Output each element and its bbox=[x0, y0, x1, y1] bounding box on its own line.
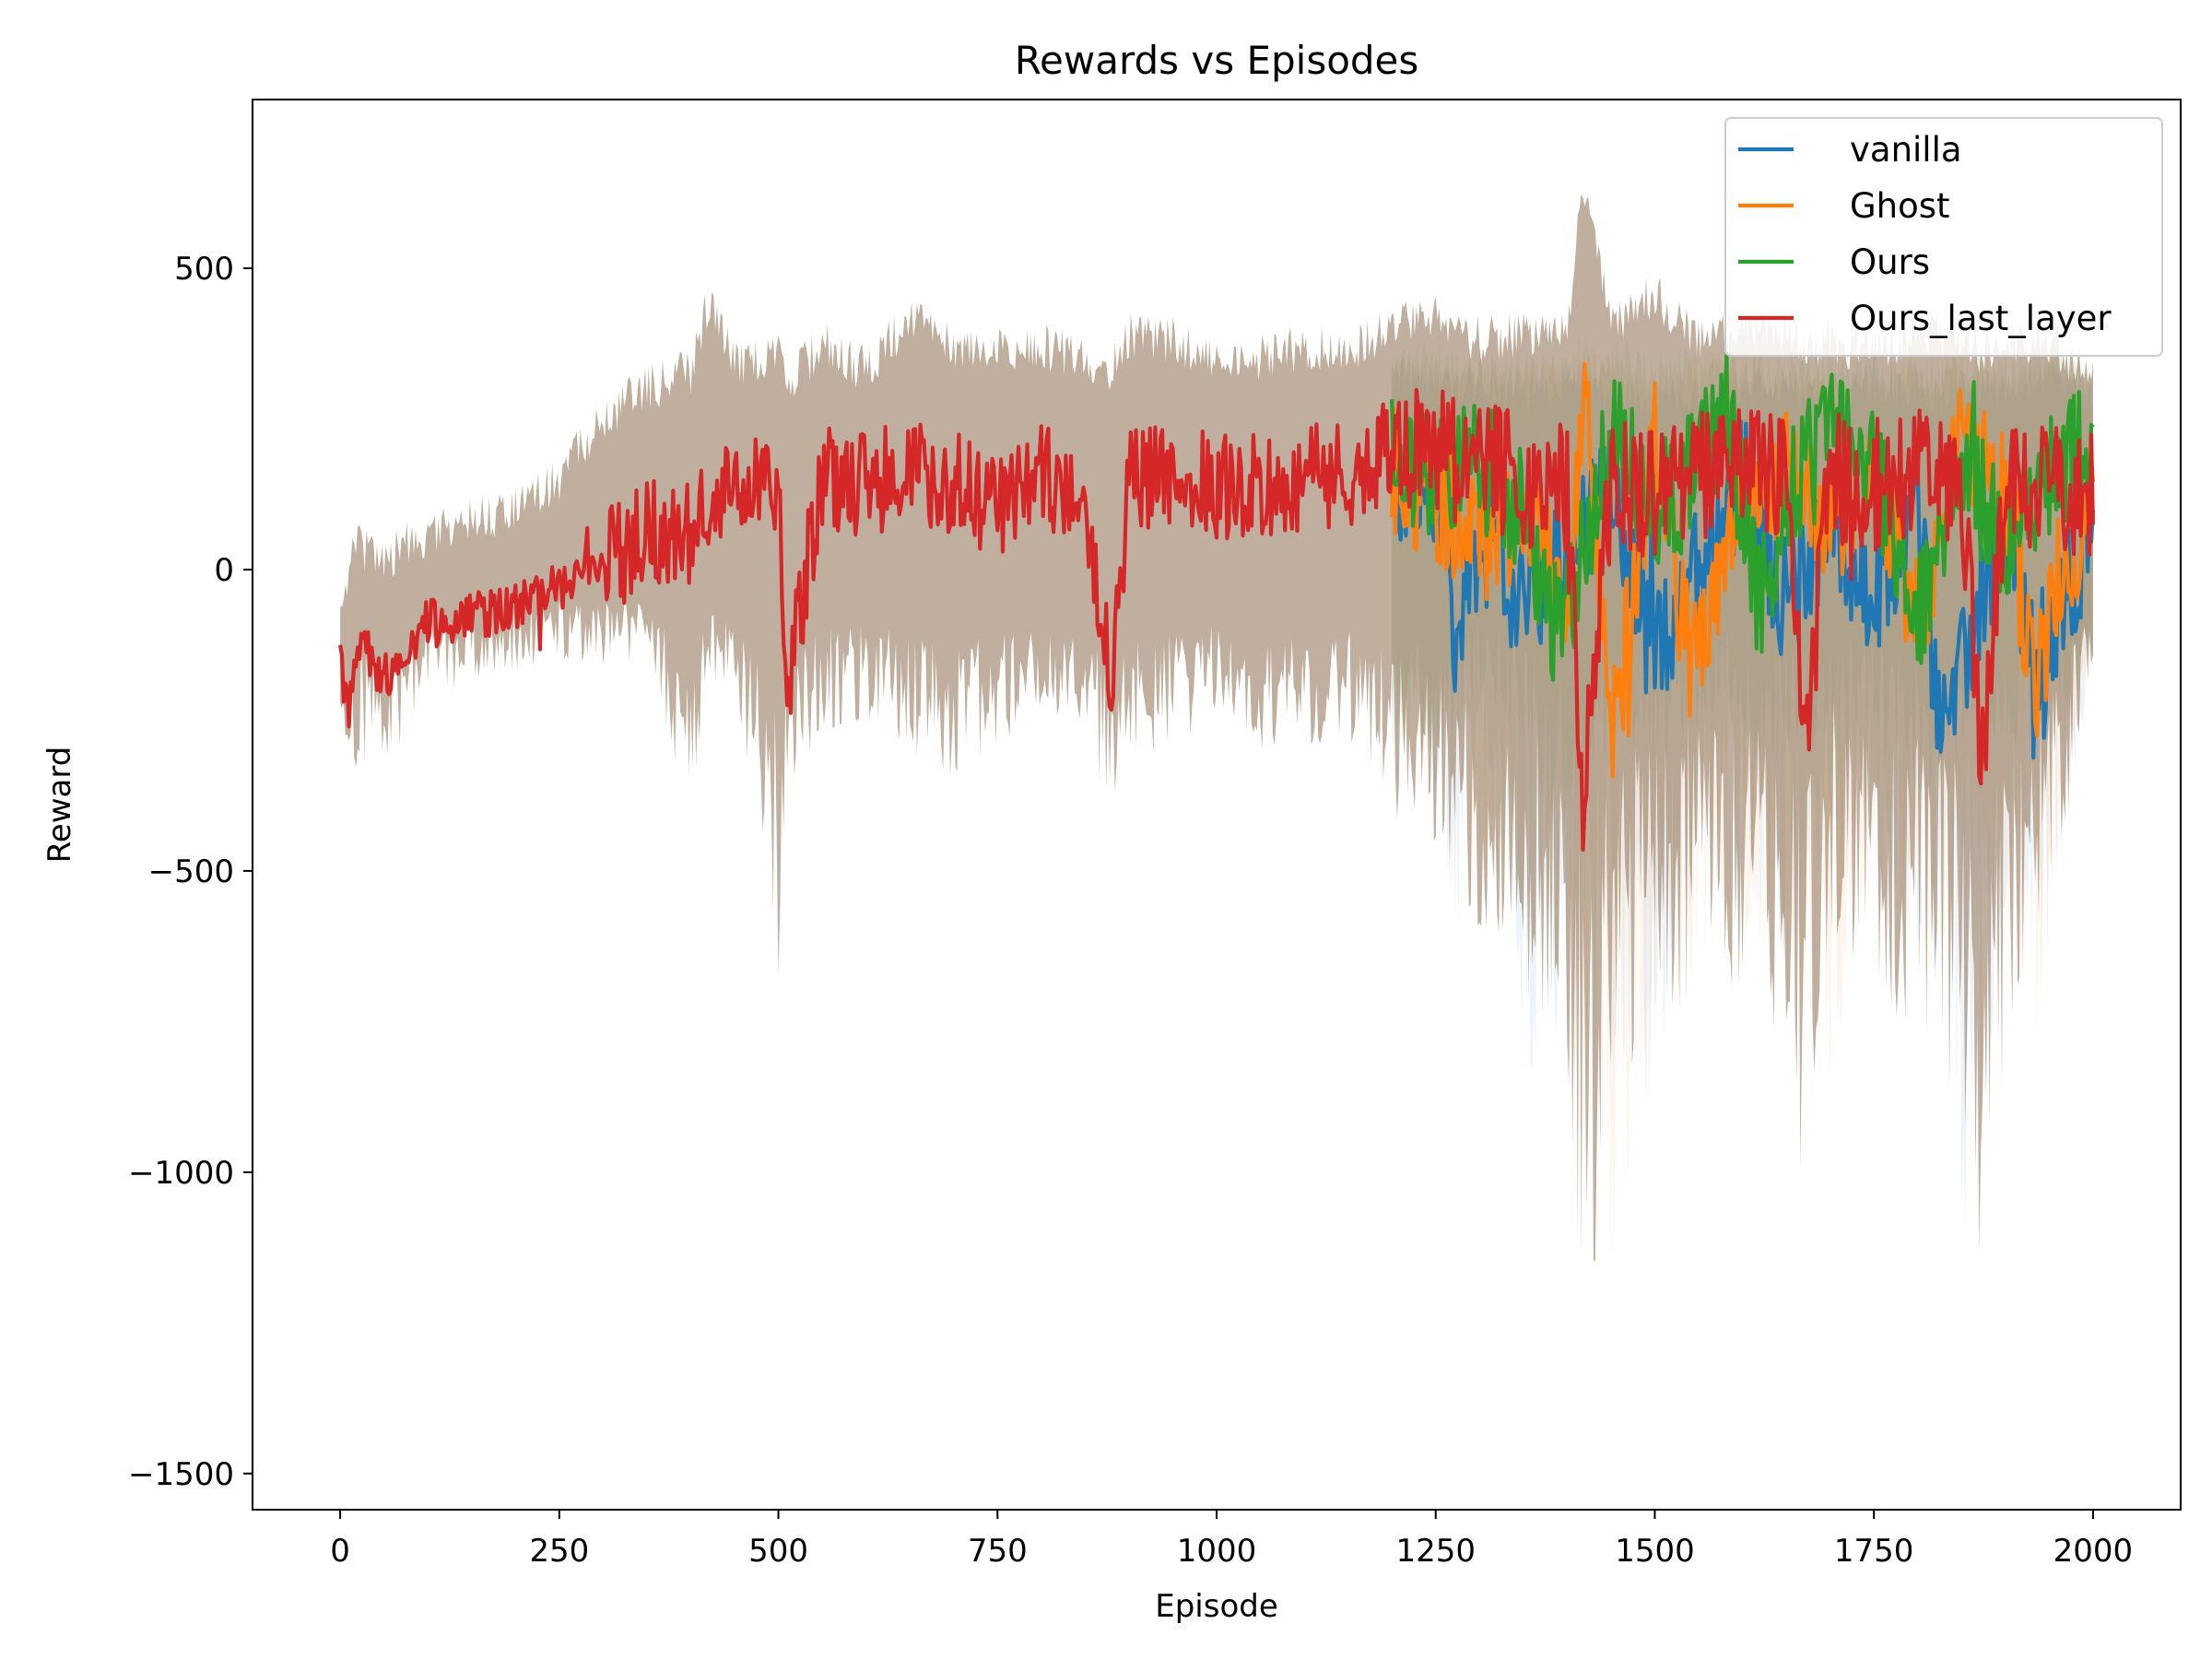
x-tick-label: 250 bbox=[529, 1533, 589, 1570]
x-axis-label: Episode bbox=[1155, 1588, 1278, 1625]
x-tick-label: 1750 bbox=[1834, 1533, 1914, 1570]
chart-title: Rewards vs Episodes bbox=[1015, 38, 1419, 83]
x-tick-label: 1000 bbox=[1177, 1533, 1257, 1570]
x-tick-label: 500 bbox=[748, 1533, 808, 1570]
x-tick-label: 1250 bbox=[1395, 1533, 1476, 1570]
x-tick-label: 2000 bbox=[2053, 1533, 2134, 1570]
x-tick-label: 750 bbox=[968, 1533, 1028, 1570]
legend: vanilla Ghost Ours Ours_last_layer bbox=[1724, 117, 2163, 357]
y-tick-label: 0 bbox=[214, 552, 234, 589]
y-axis-label: Reward bbox=[41, 747, 78, 864]
line-ours-last-layer bbox=[338, 387, 2095, 853]
y-tick-label: −1000 bbox=[128, 1155, 234, 1192]
legend-box bbox=[1724, 117, 2163, 357]
x-tick-label: 0 bbox=[330, 1533, 350, 1570]
y-tick-label: −500 bbox=[148, 853, 234, 890]
legend-label-ours: Ours bbox=[1850, 242, 1930, 282]
legend-label-vanilla: vanilla bbox=[1850, 130, 1962, 170]
y-tick-label: 500 bbox=[174, 251, 234, 288]
y-tick-label: −1500 bbox=[128, 1456, 234, 1493]
line-ours bbox=[1390, 353, 2095, 682]
legend-label-ours-last-layer: Ours_last_layer bbox=[1850, 299, 2112, 338]
axis-ticks: 0 250 500 750 1000 1250 1500 1750 2000 500 0 −500 −1… bbox=[128, 251, 2133, 1570]
series-lines bbox=[338, 353, 2095, 853]
legend-label-ghost: Ghost bbox=[1850, 186, 1950, 226]
x-tick-label: 1500 bbox=[1615, 1533, 1695, 1570]
